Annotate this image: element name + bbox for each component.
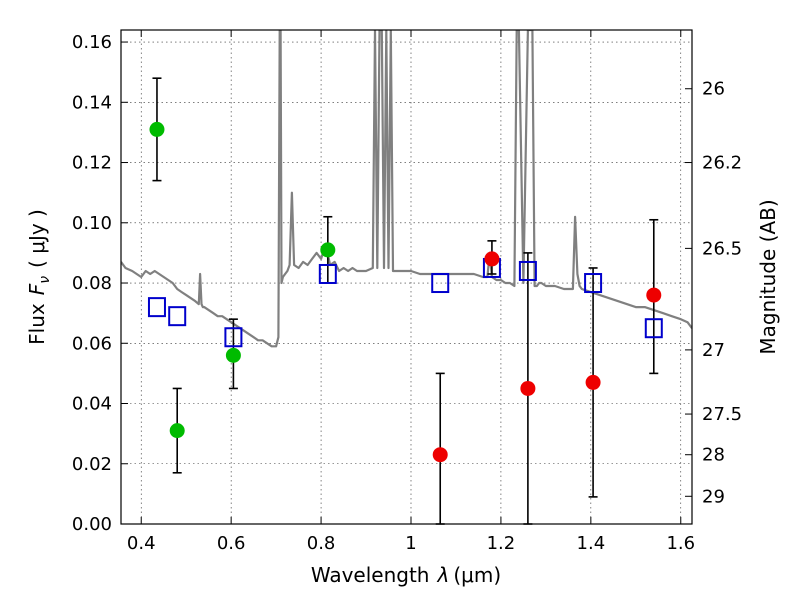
optical-observed-point bbox=[225, 347, 241, 363]
x-tick-label: 1.6 bbox=[666, 533, 695, 554]
y-tick-label: 0.02 bbox=[72, 454, 112, 475]
y2-tick-label: 29 bbox=[702, 486, 725, 507]
y2-tick-label: 26 bbox=[702, 79, 725, 100]
y2-tick-label: 26.5 bbox=[702, 238, 742, 259]
y2-tick-label: 26.2 bbox=[702, 153, 742, 174]
y2-tick-label: 28 bbox=[702, 445, 725, 466]
model-square-point bbox=[584, 273, 603, 294]
model-square-point bbox=[518, 260, 537, 281]
model-square-point bbox=[147, 297, 166, 318]
markers bbox=[147, 121, 663, 463]
optical-observed-point bbox=[320, 242, 336, 258]
x-axis-label: Wavelength λ (μm) bbox=[311, 563, 501, 587]
model-square-point bbox=[318, 263, 337, 284]
plot-frame bbox=[120, 29, 693, 525]
y2-axis-label: Magnitude (AB) bbox=[756, 199, 780, 354]
x-tick-label: 1 bbox=[405, 533, 416, 554]
y-tick-label: 0.10 bbox=[72, 213, 112, 234]
y-tick-label: 0.12 bbox=[72, 153, 112, 174]
y-tick-label: 0.06 bbox=[72, 333, 112, 354]
y-axis-label: FluxFν( μJy ) bbox=[25, 209, 53, 345]
nir-observed-point bbox=[432, 447, 448, 463]
ticks: 0.4 0.6 0.8 1 1.2 1.4 1.6 0.00 0.02 0.04 0.06 0.08 0… bbox=[72, 30, 742, 554]
nir-observed-point bbox=[484, 251, 500, 267]
x-tick-label: 0.8 bbox=[307, 533, 336, 554]
x-tick-label: 1.4 bbox=[577, 533, 606, 554]
model-square-point bbox=[644, 318, 663, 339]
optical-observed-point bbox=[169, 423, 185, 439]
model-square-point bbox=[431, 273, 450, 294]
x-tick-label: 0.6 bbox=[217, 533, 246, 554]
spectrum-layer bbox=[121, 30, 692, 348]
y2-tick-label: 27.5 bbox=[702, 404, 742, 425]
y-tick-label: 0.16 bbox=[72, 32, 112, 53]
spectrum-line bbox=[121, 30, 692, 348]
y-tick-label: 0.00 bbox=[72, 514, 112, 535]
y-tick-label: 0.04 bbox=[72, 394, 112, 415]
y-tick-label: 0.08 bbox=[72, 273, 112, 294]
x-tick-label: 1.2 bbox=[487, 533, 516, 554]
x-tick-label: 0.4 bbox=[127, 533, 156, 554]
model-square-point bbox=[224, 327, 243, 348]
y-tick-label: 0.14 bbox=[72, 92, 112, 113]
model-square-point bbox=[168, 306, 187, 327]
nir-observed-point bbox=[585, 374, 601, 390]
optical-observed-point bbox=[149, 121, 165, 137]
nir-observed-point bbox=[520, 380, 536, 396]
y2-tick-label: 27 bbox=[702, 340, 725, 361]
nir-observed-point bbox=[646, 287, 662, 303]
